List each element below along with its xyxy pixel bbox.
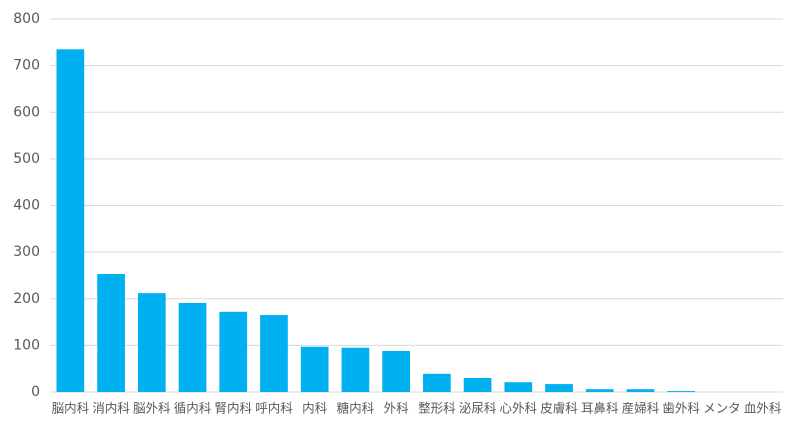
bar — [585, 389, 614, 392]
y-tick-label: 100 — [13, 337, 40, 353]
x-tick-label: 産婦科 — [622, 401, 660, 416]
bar — [341, 347, 370, 392]
x-tick-label: 腎内科 — [214, 401, 252, 416]
x-tick-label: 皮膚科 — [540, 401, 578, 416]
x-tick-label: 糖内科 — [337, 401, 375, 416]
y-tick-label: 800 — [13, 11, 40, 27]
x-tick-label: 血外科 — [744, 401, 782, 416]
bar — [300, 346, 329, 392]
bar — [382, 350, 410, 392]
x-tick-label: 消内科 — [92, 401, 130, 416]
x-tick-label: 外科 — [384, 401, 410, 416]
x-tick-label: 脳外科 — [133, 401, 171, 416]
y-tick-label: 500 — [13, 151, 40, 167]
x-tick-label: 泌尿科 — [459, 401, 497, 416]
bar — [97, 274, 125, 392]
bar — [260, 315, 288, 392]
bar — [219, 311, 248, 392]
bar — [56, 49, 85, 393]
bar — [463, 378, 492, 392]
x-tick-label: 整形科 — [418, 401, 456, 416]
bar — [667, 391, 696, 392]
x-tick-label: 循内科 — [174, 401, 212, 416]
y-tick-label: 0 — [31, 384, 40, 400]
y-tick-label: 600 — [13, 104, 40, 120]
bar — [137, 293, 166, 392]
bar — [504, 382, 533, 392]
x-tick-label: 脳内科 — [52, 401, 90, 416]
x-tick-label: 耳鼻科 — [581, 401, 619, 416]
x-tick-label: 呼内科 — [255, 401, 293, 416]
y-tick-label: 300 — [13, 244, 40, 260]
x-tick-label: 心外科 — [500, 401, 538, 416]
bar — [423, 373, 451, 392]
y-tick-label: 400 — [13, 198, 40, 214]
bar — [178, 302, 207, 392]
bar — [626, 389, 655, 392]
y-tick-label: 700 — [13, 58, 40, 74]
x-tick-label: 歯外科 — [662, 401, 700, 416]
x-tick-label: 内科 — [302, 401, 328, 416]
x-tick-label: メンタ — [703, 401, 741, 416]
y-tick-label: 200 — [13, 291, 40, 307]
bar — [545, 384, 573, 392]
